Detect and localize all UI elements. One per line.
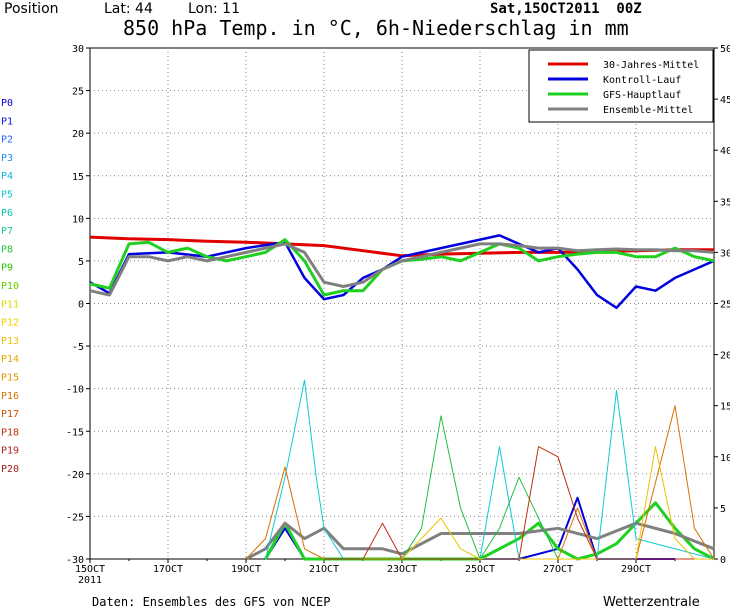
y-tick-label: -5 [72,342,84,353]
member-label-p20: P20 [1,464,19,475]
legend-label-gfs: GFS-Hauptlauf [603,90,681,101]
y-tick-label: -20 [66,470,84,481]
y-tick-label: 30 [72,44,84,55]
x-tick-label: 27OCT [543,564,573,575]
member-label-p2: P2 [1,135,13,146]
x-tick-label: 23OCT [387,564,417,575]
member-label-p9: P9 [1,263,13,274]
member-label-p19: P19 [1,446,19,457]
chart-title: 850 hPa Temp. in °C, 6h-Niederschlag in … [123,16,629,40]
y-tick-label: 10 [72,214,84,225]
member-label-p18: P18 [1,427,19,438]
axis-layer: 302520151050-5-10-15-20-25-3050454035302… [66,44,730,586]
precip-line-p16 [245,405,715,560]
member-label-p6: P6 [1,208,13,219]
precip-line-gfs-hauptlauf [264,501,715,561]
precip-line-p18 [324,446,714,560]
member-label-p5: P5 [1,190,13,201]
y-tick-label: -30 [66,555,84,566]
member-label-p8: P8 [1,244,13,255]
x-tick-label: 29OCT [621,564,651,575]
member-label-p7: P7 [1,226,13,237]
position-label: Position [4,1,59,17]
y2-tick-label: 20 [720,351,730,362]
y-tick-label: -15 [66,427,84,438]
temp-line-kontroll-lauf [89,234,715,310]
brand-name: Wetterzentrale [603,595,700,609]
y2-tick-label: 0 [720,555,726,566]
member-label-p3: P3 [1,153,13,164]
y2-tick-label: 30 [720,248,730,259]
y2-tick-label: 50 [720,44,730,55]
legend-label-mean30: 30-Jahres-Mittel [603,60,699,71]
legend: 30-Jahres-Mittel Kontroll-Lauf GFS-Haupt… [528,49,714,123]
precip-line-p13 [401,446,714,560]
temperature-lines [89,234,715,310]
member-label-p12: P12 [1,318,19,329]
legend-label-control: Kontroll-Lauf [603,75,681,86]
member-label-p17: P17 [1,409,19,420]
y-tick-label: 25 [72,87,84,98]
member-label-p1: P1 [1,116,13,127]
y2-tick-label: 15 [720,402,730,413]
run-datetime: Sat,15OCT2011 00Z [490,1,642,17]
x-tick-label: 21OCT [309,564,339,575]
y-tick-label: -25 [66,512,84,523]
x-tick-label: 15OCT [75,564,105,575]
member-label-p15: P15 [1,373,19,384]
data-source: Daten: Ensembles des GFS von NCEP [92,595,330,609]
member-labels: P0 P1 P2 P3 P4 P5 P6 P7 P8 P9 P10 P11 P12 P13 P14 P15 P1… [1,98,19,475]
x-tick-label: 25OCT [465,564,495,575]
x-tick-label: 19OCT [231,564,261,575]
y2-tick-label: 5 [720,504,726,515]
y-tick-label: 20 [72,129,84,140]
member-label-p13: P13 [1,336,19,347]
lat-label: Lat: 44 [104,1,153,17]
y-tick-label: 0 [78,300,84,311]
y-tick-label: -10 [66,385,84,396]
member-label-p11: P11 [1,299,19,310]
y-tick-label: 5 [78,257,84,268]
y2-tick-label: 25 [720,300,730,311]
y2-tick-label: 40 [720,146,730,157]
precipitation-lines [245,379,715,561]
member-label-p14: P14 [1,354,19,365]
y2-tick-label: 45 [720,95,730,106]
y2-tick-label: 10 [720,453,730,464]
member-label-p16: P16 [1,391,19,402]
x-tick-label: 17OCT [153,564,183,575]
precip-line-kontroll-lauf [264,496,675,560]
member-label-p0: P0 [1,98,13,109]
member-label-p10: P10 [1,281,19,292]
y-tick-label: 15 [72,172,84,183]
member-label-p4: P4 [1,171,13,182]
legend-label-ensemble-mean: Ensemble-Mittel [603,105,693,116]
temp-line-ensemble-mittel [89,242,715,297]
lon-label: Lon: 11 [188,1,240,17]
y2-tick-label: 35 [720,197,730,208]
x-tick-year: 2011 [78,575,102,586]
